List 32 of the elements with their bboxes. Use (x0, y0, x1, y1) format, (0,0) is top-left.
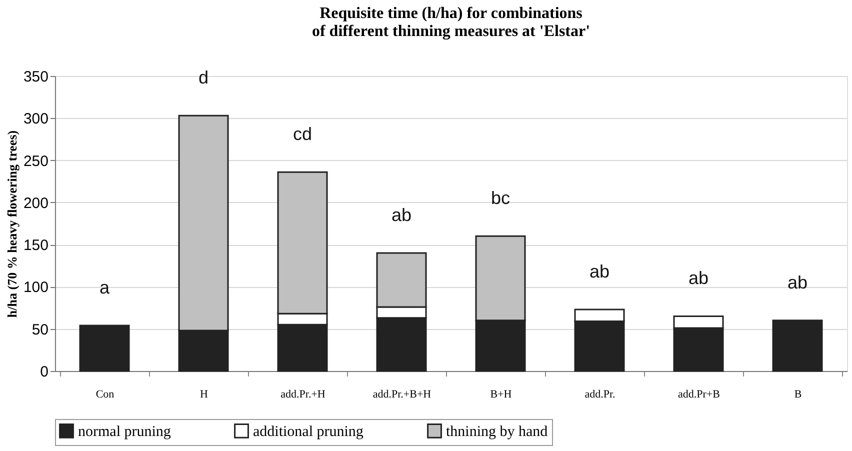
annotation: cd (292, 124, 312, 144)
y-tick-label: 350 (23, 68, 48, 86)
y-tick-label: 50 (32, 321, 48, 338)
x-tick-label: B+H (490, 388, 512, 400)
x-tick-label: Con (96, 388, 115, 400)
legend-label: normal pruning (78, 424, 172, 440)
x-tick-label: add.Pr.+B+H (372, 388, 432, 400)
y-axis-title: h/ha (70 % heavy flowering trees) (4, 130, 20, 318)
bar (772, 320, 823, 372)
x-tick-label: add.Pr.+H (280, 388, 326, 400)
annotation: bc (490, 188, 510, 208)
x-tick-label: H (200, 388, 208, 400)
bar (79, 324, 130, 372)
legend-label: thnining by hand (446, 424, 548, 440)
annotation: ab (787, 272, 808, 292)
x-tick-label: add.Pr+B (678, 388, 720, 400)
y-tick-label: 200 (23, 194, 48, 212)
y-tick-label: 100 (23, 279, 48, 296)
legend-label: additional pruning (253, 424, 364, 440)
x-tick-label: B (794, 388, 802, 400)
annotation: ab (688, 268, 709, 288)
x-tick-label: add.Pr. (584, 388, 616, 400)
y-tick-label: 150 (23, 237, 48, 254)
text: of different thinning measures at 'Elstar' (312, 23, 590, 40)
y-tick-label: 0 (40, 364, 48, 380)
y-tick-label: 250 (23, 152, 48, 170)
annotation: ab (391, 205, 412, 225)
annotation: a (99, 277, 110, 298)
text: Requisite time (h/ha) for combinations (320, 5, 582, 22)
annotation: ab (589, 261, 610, 282)
annotation: d (198, 68, 209, 88)
y-tick-label: 300 (23, 110, 48, 128)
